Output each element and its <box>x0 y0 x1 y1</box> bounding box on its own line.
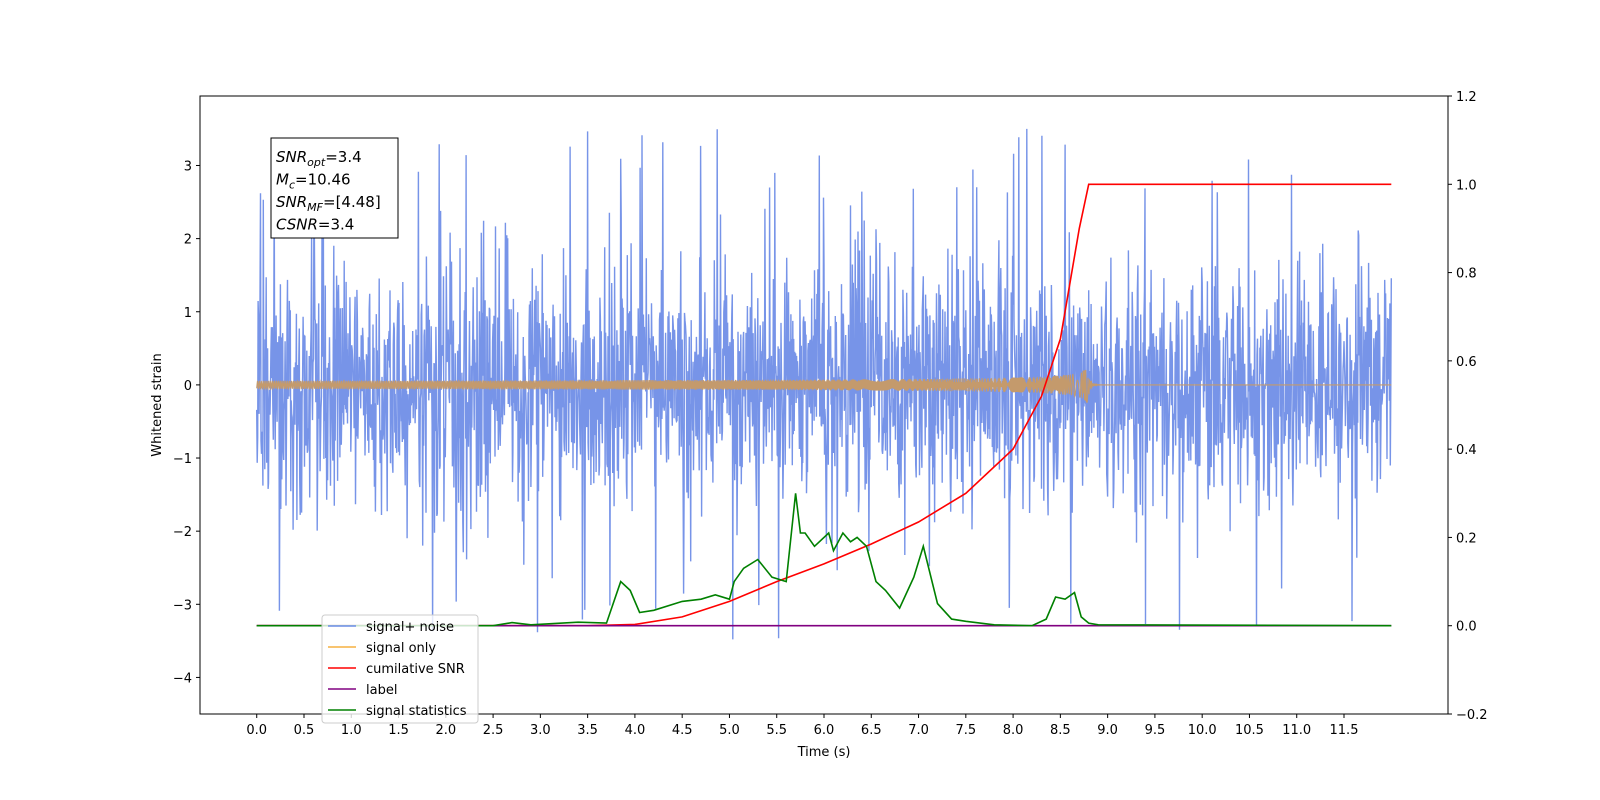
y-tick-label: −4 <box>173 671 192 686</box>
x-tick-label: 6.5 <box>861 723 882 738</box>
annotation-line: Mc=10.46 <box>276 171 351 192</box>
x-tick-label: 6.0 <box>814 723 835 738</box>
legend-label: signal only <box>366 641 436 656</box>
x-tick-label: 8.5 <box>1050 723 1071 738</box>
x-tick-label: 1.5 <box>388 723 409 738</box>
legend-label: signal+ noise <box>366 620 454 635</box>
x-tick-label: 9.5 <box>1145 723 1166 738</box>
y-tick-label: −2 <box>173 525 192 540</box>
x-tick-label: 1.0 <box>341 723 362 738</box>
y-tick-label: 0 <box>184 379 192 394</box>
x-tick-label: 0.5 <box>294 723 315 738</box>
x-tick-label: 9.0 <box>1097 723 1118 738</box>
legend: signal+ noise signal only cumilative SNR la… <box>322 615 478 723</box>
x-tick-label: 4.5 <box>672 723 693 738</box>
y2-tick-label: 1.2 <box>1456 90 1477 105</box>
x-tick-label: 10.0 <box>1188 723 1217 738</box>
x-tick-label: 10.5 <box>1235 723 1264 738</box>
x-tick-label: 3.5 <box>577 723 598 738</box>
x-tick-label: 5.0 <box>719 723 740 738</box>
x-tick-label: 7.0 <box>908 723 929 738</box>
annotation-line: SNRMF=[4.48] <box>276 193 381 214</box>
y2-tick-label: 0.8 <box>1456 267 1477 282</box>
legend-label: label <box>366 683 397 698</box>
y2-tick-label: 0.2 <box>1456 531 1477 546</box>
y2-tick-label: 0.6 <box>1456 355 1477 370</box>
y-axis-label: Whitened strain <box>150 353 165 456</box>
y2-tick-label: 1.0 <box>1456 178 1477 193</box>
legend-label: cumilative SNR <box>366 662 465 677</box>
legend-label: signal statistics <box>366 704 467 719</box>
y2-tick-label: 0.0 <box>1456 620 1477 635</box>
y-tick-label: 3 <box>184 159 192 174</box>
y-tick-label: 1 <box>184 306 192 321</box>
x-tick-label: 5.5 <box>766 723 787 738</box>
x-tick-label: 11.0 <box>1282 723 1311 738</box>
x-tick-label: 2.0 <box>435 723 456 738</box>
x-tick-label: 2.5 <box>483 723 504 738</box>
x-tick-label: 3.0 <box>530 723 551 738</box>
x-tick-label: 7.5 <box>955 723 976 738</box>
y-tick-label: −3 <box>173 598 192 613</box>
x-tick-label: 0.0 <box>246 723 267 738</box>
x-tick-label: 4.0 <box>625 723 646 738</box>
y2-tick-label: −0.2 <box>1456 708 1488 723</box>
y-tick-label: −1 <box>173 452 192 467</box>
x-axis-label: Time (s) <box>797 745 851 760</box>
annotation-line: CSNR=3.4 <box>276 216 354 234</box>
x-tick-label: 11.5 <box>1330 723 1359 738</box>
y-tick-label: 2 <box>184 233 192 248</box>
x-tick-label: 8.0 <box>1003 723 1024 738</box>
y2-tick-label: 0.4 <box>1456 443 1477 458</box>
series-signal-statistics-line <box>257 493 1392 625</box>
